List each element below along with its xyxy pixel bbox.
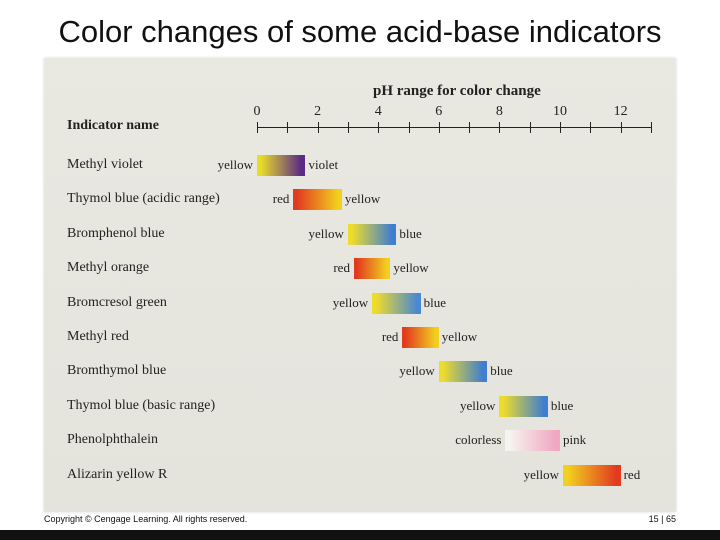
page-number: 15 | 65 xyxy=(648,514,676,524)
indicator-name: Alizarin yellow R xyxy=(67,466,168,482)
high-ph-color-label: yellow xyxy=(344,191,381,207)
axis-tick xyxy=(560,122,561,133)
high-ph-color-label: yellow xyxy=(393,260,429,276)
color-change-bar xyxy=(438,361,488,383)
indicator-name: Bromphenol blue xyxy=(67,225,165,241)
low-ph-color-label: yellow xyxy=(460,397,496,413)
high-ph-color-label: violet xyxy=(308,157,339,172)
axis-tick-label: 2 xyxy=(314,104,322,119)
indicator-chart-panel: pH range for color change Indicator name… xyxy=(44,58,676,512)
axis-tick xyxy=(317,122,319,133)
axis-tick xyxy=(620,122,622,133)
high-ph-color-label: blue xyxy=(399,225,422,241)
indicator-name-header: Indicator name xyxy=(67,118,159,133)
color-change-bar xyxy=(347,223,397,245)
axis-tick-label: 8 xyxy=(495,104,503,119)
low-ph-color-label: yellow xyxy=(308,225,344,241)
axis-tick xyxy=(378,122,380,133)
color-change-bar xyxy=(372,292,421,314)
low-ph-color-label: red xyxy=(272,191,290,207)
color-change-bar xyxy=(505,430,560,452)
axis-tick xyxy=(287,122,289,133)
high-ph-color-label: red xyxy=(623,466,641,482)
axis-tick-label: 12 xyxy=(613,104,628,119)
low-ph-color-label: colorless xyxy=(455,432,502,448)
axis-tick xyxy=(499,122,501,133)
high-ph-color-label: blue xyxy=(550,397,574,413)
indicator-name: Bromcresol green xyxy=(67,294,167,310)
indicator-name: Methyl red xyxy=(67,329,129,344)
axis-tick xyxy=(347,122,349,133)
color-change-bar xyxy=(353,258,391,280)
slide-title: Color changes of some acid-base indicato… xyxy=(58,14,662,49)
indicator-name: Thymol blue (acidic range) xyxy=(67,191,220,207)
axis-tick xyxy=(257,122,258,133)
color-change-bar xyxy=(293,189,342,211)
color-change-bar xyxy=(402,327,439,348)
axis-tick-label: 0 xyxy=(253,104,261,119)
indicator-name: Methyl orange xyxy=(67,260,150,276)
copyright-notice: Copyright © Cengage Learning. All rights… xyxy=(44,514,248,524)
axis-tick-label: 6 xyxy=(435,104,443,119)
axis-tick-label: 10 xyxy=(553,104,567,119)
indicator-name: Methyl violet xyxy=(67,157,143,172)
indicator-name: Bromthymol blue xyxy=(67,363,167,379)
axis-tick xyxy=(650,122,652,133)
axis-tick xyxy=(438,122,440,133)
low-ph-color-label: yellow xyxy=(217,157,253,172)
indicator-name: Thymol blue (basic range) xyxy=(67,397,216,413)
indicator-name: Phenolphthalein xyxy=(67,432,158,448)
high-ph-color-label: blue xyxy=(490,363,513,379)
low-ph-color-label: yellow xyxy=(332,294,369,310)
low-ph-color-label: red xyxy=(333,260,350,276)
bottom-bar xyxy=(0,530,720,540)
color-change-bar xyxy=(563,464,621,486)
axis-title: pH range for color change xyxy=(373,83,541,99)
ph-axis-line xyxy=(257,127,652,128)
high-ph-color-label: pink xyxy=(563,432,587,448)
high-ph-color-label: blue xyxy=(423,294,446,310)
color-change-bar xyxy=(499,395,548,417)
axis-tick-label: 4 xyxy=(374,104,382,119)
axis-tick xyxy=(408,122,410,133)
high-ph-color-label: yellow xyxy=(441,329,478,344)
axis-tick xyxy=(590,122,592,133)
low-ph-color-label: yellow xyxy=(399,363,435,379)
axis-tick xyxy=(469,122,471,133)
color-change-bar xyxy=(257,155,306,176)
low-ph-color-label: red xyxy=(381,329,399,344)
low-ph-color-label: yellow xyxy=(523,466,560,482)
axis-tick xyxy=(529,122,531,133)
